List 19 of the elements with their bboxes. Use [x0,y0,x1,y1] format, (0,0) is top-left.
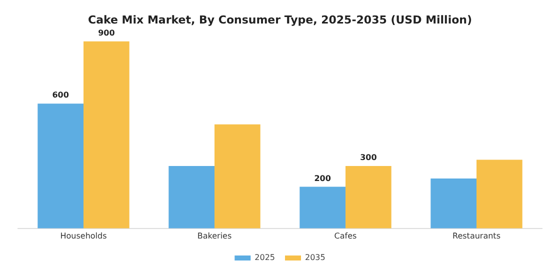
bar [168,166,214,228]
bar [476,160,522,228]
x-tick-label: Cafes [334,231,357,240]
data-label: 900 [98,28,116,38]
x-tick-label: Bakeries [197,231,232,240]
legend-label: 2035 [305,253,326,262]
legend-label: 2025 [254,253,275,262]
bar [84,41,130,228]
x-tick-label: Households [60,231,107,240]
chart-title: Cake Mix Market, By Consumer Type, 2025-2035 (USD Million) [88,13,472,26]
data-label: 300 [360,153,378,162]
bar [38,104,84,228]
data-label: 200 [314,174,332,183]
data-label: 600 [52,90,70,100]
x-tick-label: Restaurants [452,231,500,240]
bar [430,178,476,228]
bar [300,186,346,228]
bar [346,166,392,228]
bar [214,124,260,228]
